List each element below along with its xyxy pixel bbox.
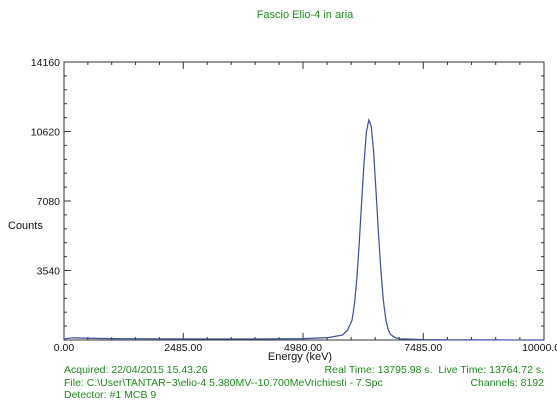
x-tick-label: 2485.00 [164,342,202,354]
x-tick-label: 4980.00 [284,342,322,354]
y-tick-label: 14160 [31,57,60,69]
detector-text: Detector: #1 MCB 9 [64,389,157,401]
y-tick-label: 10620 [31,127,60,139]
file-text: File: C:\User\TANTAR~3\elio-4 5.380MV--1… [64,377,383,389]
acquired-text: Acquired: 22/04/2015 15.43.26 [64,364,208,376]
y-axis-label: Counts [8,220,43,232]
y-tick-label: 3540 [37,266,61,278]
time-group: Real Time: 13795.98 s. Live Time: 13764.… [325,364,544,377]
x-tick-label: 7485.00 [404,342,442,354]
y-tick-label: 7080 [37,196,61,208]
x-tick-label: 10000.00 [522,342,557,354]
plot-area: 0.00 2485.00 4980.00 7485.00 10000.00 3540 70… [31,57,557,354]
plot-frame [63,61,545,341]
live-time-text: Live Time: 13764.72 s. [438,364,544,376]
x-axis-ticks: 0.00 2485.00 4980.00 7485.00 10000.00 [54,62,557,354]
info-line-detector: Detector: #1 MCB 9 [64,389,544,402]
channels-text: Channels: 8192 [470,377,544,389]
info-line-file: File: C:\User\TANTAR~3\elio-4 5.380MV--1… [64,377,544,390]
x-tick-label: 0.00 [54,342,75,354]
info-line-acquired: Acquired: 22/04/2015 15.43.26 Real Time:… [64,364,544,377]
series-line-counts [63,118,545,341]
chart-title: Fascio Elio-4 in aria [257,9,354,21]
x-axis-label: Energy (keV) [268,351,332,363]
y-axis-ticks: 3540 7080 10620 14160 [31,57,544,327]
real-time-text: Real Time: 13795.98 s. [324,364,433,376]
